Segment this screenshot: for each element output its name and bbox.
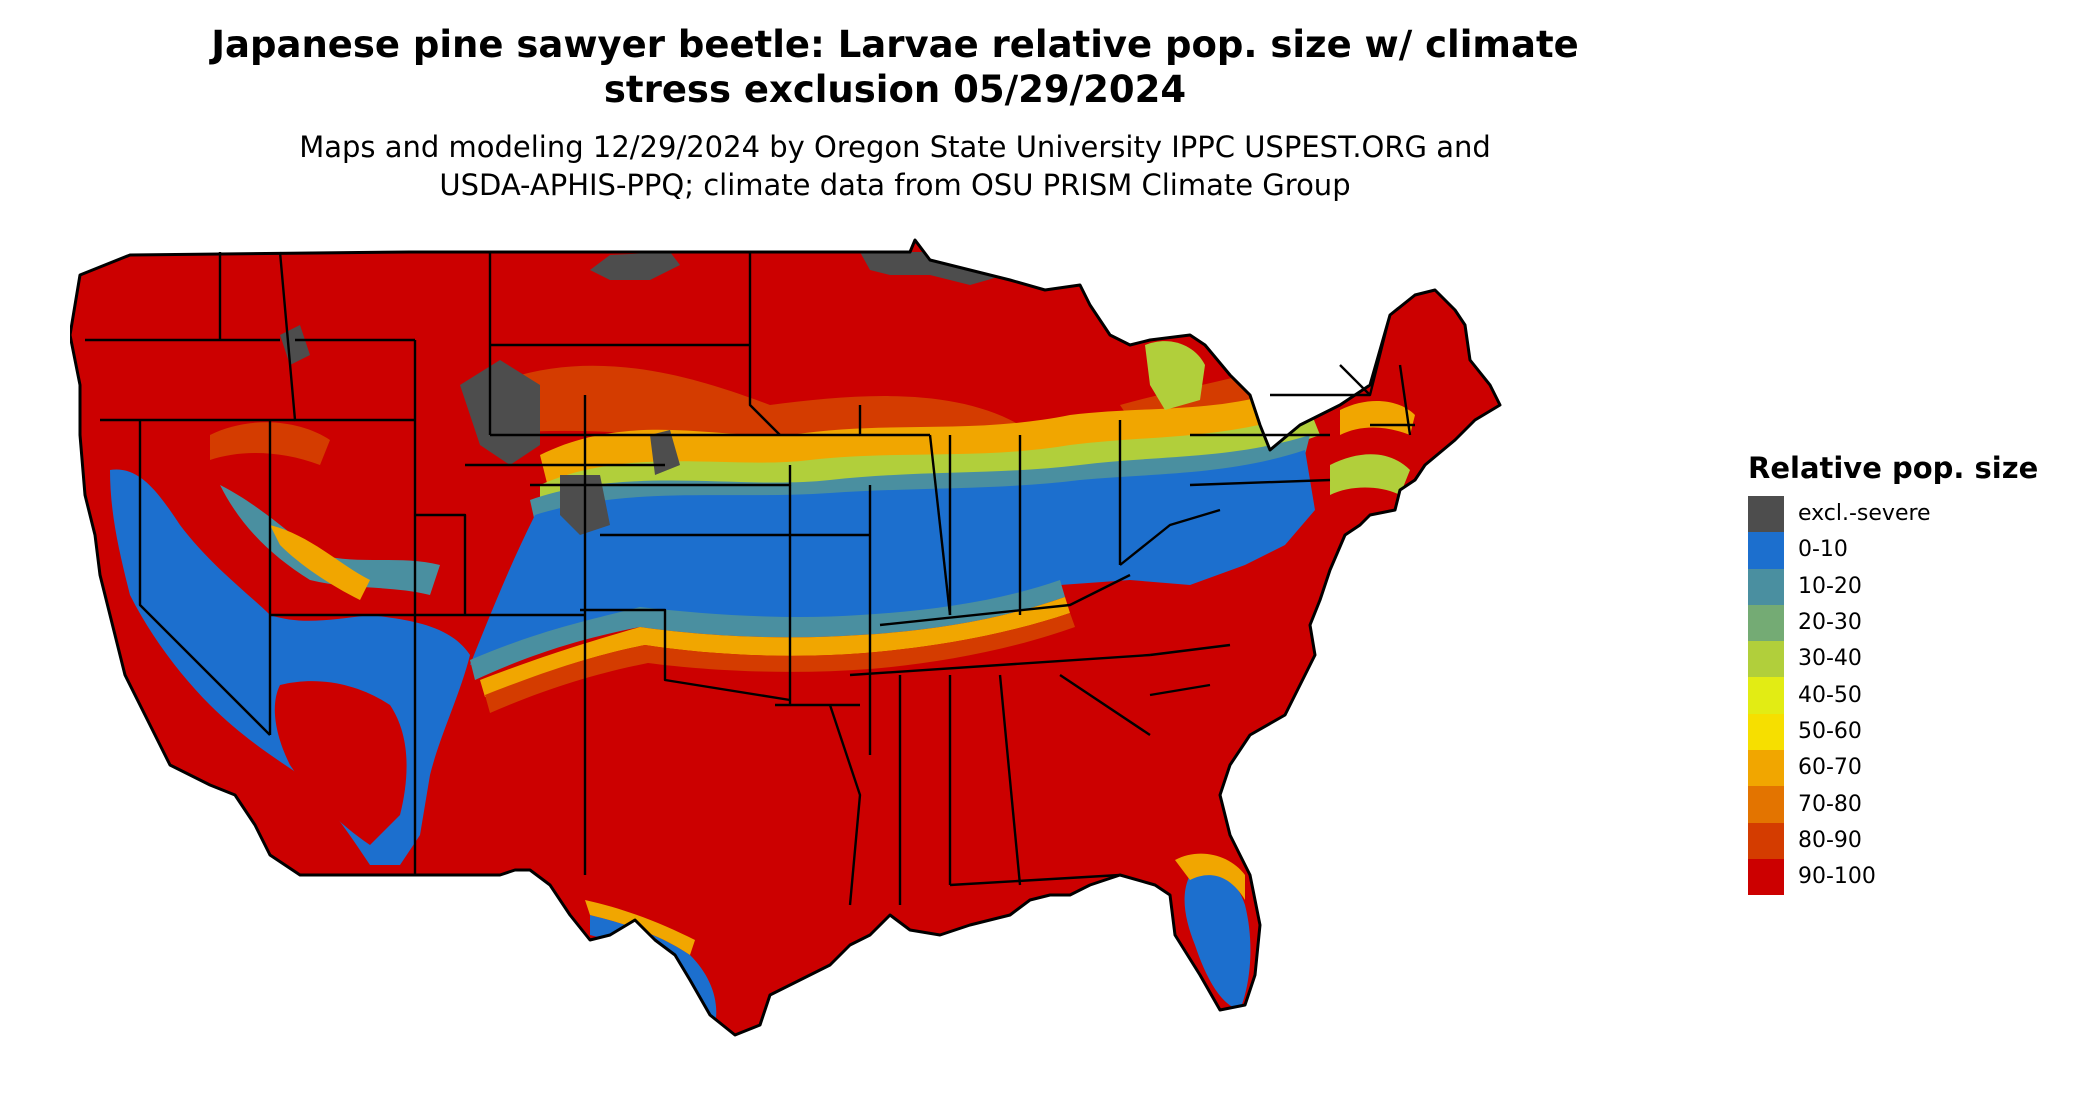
- legend-item: 40-50: [1748, 677, 2068, 714]
- legend-label: 90-100: [1798, 864, 1876, 890]
- legend-label: 0-10: [1798, 537, 1848, 563]
- map-subtitle-line-2: USDA-APHIS-PPQ; climate data from OSU PR…: [439, 168, 1351, 202]
- legend-title: Relative pop. size: [1748, 451, 2039, 485]
- legend-swatch: [1748, 858, 1784, 896]
- map-legend: Relative pop. size excl.-severe 0-10 10-20…: [1748, 450, 2068, 896]
- legend-item: 20-30: [1748, 604, 2068, 642]
- legend-item: 10-20: [1748, 568, 2068, 605]
- legend-label: 70-80: [1798, 791, 1862, 817]
- legend-swatch: [1748, 677, 1784, 714]
- legend-item: 90-100: [1748, 858, 2068, 896]
- map-title-line-2: stress exclusion 05/29/2024: [603, 68, 1187, 111]
- legend-swatch: [1748, 786, 1784, 823]
- legend-label: excl.-severe: [1798, 501, 1931, 527]
- legend-item: 50-60: [1748, 713, 2068, 751]
- legend-item: 60-70: [1748, 750, 2068, 787]
- us-population-map: [70, 238, 1502, 1037]
- legend-label: 10-20: [1798, 573, 1862, 599]
- legend-item: excl.-severe: [1748, 496, 2068, 533]
- legend-label: 20-30: [1798, 610, 1862, 636]
- climate-zones: [70, 240, 1500, 1035]
- legend-swatch: [1748, 641, 1784, 678]
- legend-label: 30-40: [1798, 646, 1862, 672]
- legend-swatch: [1748, 822, 1784, 859]
- legend-swatch: [1748, 496, 1784, 533]
- legend-swatch: [1748, 532, 1784, 569]
- legend-swatch: [1748, 568, 1784, 605]
- legend-label: 80-90: [1798, 827, 1862, 853]
- map-title-line-1: Japanese pine sawyer beetle: Larvae rela…: [211, 23, 1579, 66]
- legend-swatch: [1748, 750, 1784, 787]
- map-subtitle: Maps and modeling 12/29/2024 by Oregon S…: [0, 128, 1790, 204]
- legend-items: excl.-severe 0-10 10-20 20-30 30-40 40-50 50-6…: [1748, 496, 2068, 896]
- legend-swatch: [1748, 604, 1784, 642]
- legend-item: 30-40: [1748, 641, 2068, 678]
- map-subtitle-line-1: Maps and modeling 12/29/2024 by Oregon S…: [299, 130, 1491, 164]
- legend-item: 70-80: [1748, 786, 2068, 823]
- legend-label: 50-60: [1798, 718, 1862, 744]
- state-boundaries: [85, 251, 1415, 906]
- map-title: Japanese pine sawyer beetle: Larvae rela…: [0, 22, 1790, 112]
- legend-swatch: [1748, 713, 1784, 751]
- legend-label: 40-50: [1798, 682, 1862, 708]
- legend-label: 60-70: [1798, 755, 1862, 781]
- legend-item: 80-90: [1748, 822, 2068, 859]
- legend-item: 0-10: [1748, 532, 2068, 569]
